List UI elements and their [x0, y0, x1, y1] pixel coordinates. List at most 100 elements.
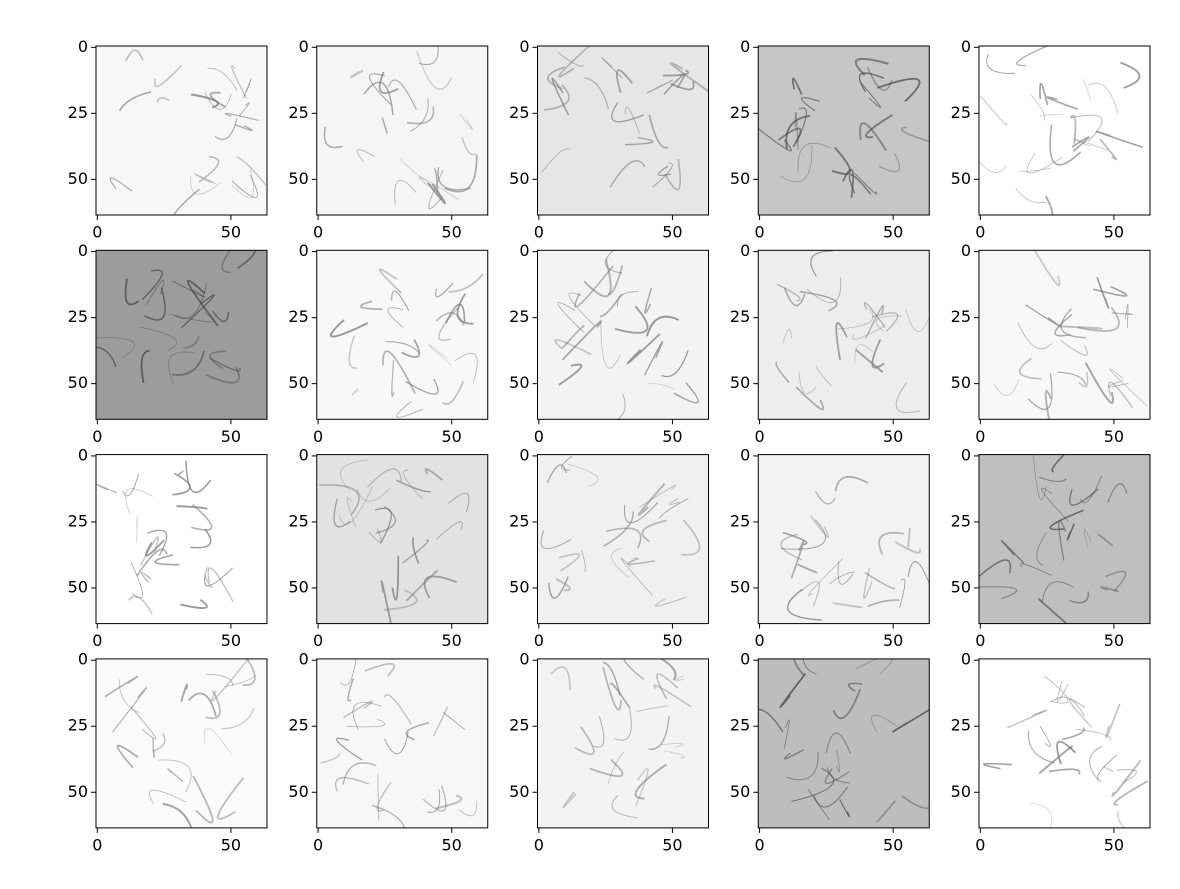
image-sketch — [359, 300, 383, 311]
image-sketch — [808, 788, 830, 821]
axes-frame — [978, 454, 1151, 625]
image-sketch — [798, 371, 817, 394]
image-sketch — [605, 527, 642, 549]
image-sketch — [623, 658, 645, 680]
image-sketch — [459, 113, 473, 130]
image-sketch — [648, 716, 670, 750]
image-background — [316, 658, 488, 828]
y-tick-label: 50 — [951, 169, 971, 188]
image-sketch — [864, 571, 896, 590]
image-sketch — [383, 589, 418, 611]
image-sketch — [664, 750, 685, 759]
image-sketch — [644, 287, 653, 315]
image-panel — [537, 46, 709, 215]
image-sketch — [900, 126, 930, 143]
image-sketch — [320, 752, 341, 764]
y-tick-label: 0 — [299, 650, 309, 669]
image-sketch — [829, 571, 855, 585]
image-sketch — [194, 173, 217, 185]
y-tick-label: 50 — [951, 373, 971, 392]
image-sketch — [367, 468, 402, 488]
image-sketch — [402, 539, 430, 564]
image-sketch — [793, 658, 805, 676]
image-sketch — [1017, 167, 1052, 173]
axes-frame — [757, 45, 930, 216]
image-panel — [537, 250, 709, 420]
image-panel — [979, 46, 1150, 215]
image-sketch — [410, 98, 429, 132]
axes-frame — [537, 45, 709, 216]
image-sketch — [802, 658, 817, 675]
image-sketch — [180, 294, 215, 329]
image-sketch — [380, 580, 392, 624]
image-sketch — [1015, 188, 1047, 204]
image-sketch — [1111, 759, 1142, 797]
y-tick-label: 25 — [68, 307, 88, 326]
image-sketch — [646, 315, 680, 337]
y-tick-label: 50 — [68, 373, 88, 392]
image-sketch — [437, 167, 472, 191]
image-background — [758, 250, 930, 420]
x-tick-label: 0 — [313, 223, 323, 242]
y-tick-label: 50 — [730, 169, 750, 188]
image-sketch — [816, 366, 832, 387]
image-sketch — [986, 53, 1016, 74]
image-sketch — [1083, 529, 1092, 549]
image-sketch — [652, 162, 673, 188]
image-sketch — [555, 578, 571, 592]
image-sketch — [758, 127, 792, 152]
x-tick-label: 50 — [883, 835, 903, 854]
image-sketch — [387, 307, 404, 328]
image-sketch — [1041, 488, 1070, 522]
image-sketch — [385, 341, 420, 354]
image-sketch — [130, 561, 143, 599]
y-tick-label: 0 — [78, 37, 88, 56]
axes-frame — [95, 454, 268, 625]
image-sketch — [395, 401, 424, 418]
image-sketch — [433, 168, 439, 193]
image-sketch — [615, 69, 634, 94]
image-sketch — [130, 706, 157, 740]
image-sketch — [626, 333, 661, 365]
image-sketch — [779, 673, 807, 709]
image-sketch — [681, 519, 701, 556]
image-sketch — [1049, 124, 1082, 166]
y-tick-label: 50 — [288, 373, 308, 392]
image-sketch — [1079, 475, 1103, 504]
axes-frame — [537, 249, 709, 420]
x-tick-label: 50 — [442, 427, 462, 446]
image-sketch — [378, 268, 402, 294]
image-sketch — [1068, 488, 1099, 506]
image-sketch — [335, 777, 370, 792]
image-panel — [758, 46, 930, 215]
image-panel — [979, 454, 1150, 624]
image-sketch — [583, 259, 612, 298]
image-sketch — [405, 722, 430, 741]
image-sketch — [835, 322, 848, 361]
image-sketch — [858, 72, 885, 93]
image-sketch — [382, 350, 416, 395]
image-sketch — [800, 580, 820, 607]
image-sketch — [611, 102, 644, 123]
y-tick-label: 25 — [951, 307, 971, 326]
image-sketch — [438, 304, 461, 341]
image-sketch — [400, 158, 432, 187]
image-sketch — [1069, 115, 1077, 144]
image-sketch — [1105, 703, 1121, 739]
x-tick-label: 0 — [534, 223, 544, 242]
image-sketch — [1051, 454, 1066, 473]
image-sketch — [456, 292, 474, 325]
x-tick-label: 0 — [92, 223, 102, 242]
image-sketch — [554, 338, 592, 356]
image-sketch — [96, 346, 117, 368]
axes-frame — [978, 45, 1151, 216]
image-sketch — [636, 705, 668, 713]
image-sketch — [190, 503, 213, 531]
y-tick-label: 0 — [299, 241, 309, 260]
image-sketch — [116, 744, 139, 769]
image-sketch — [1082, 78, 1092, 101]
image-sketch — [168, 351, 195, 385]
x-tick-label: 50 — [662, 223, 682, 242]
image-sketch — [149, 789, 187, 805]
image-sketch — [118, 91, 152, 112]
